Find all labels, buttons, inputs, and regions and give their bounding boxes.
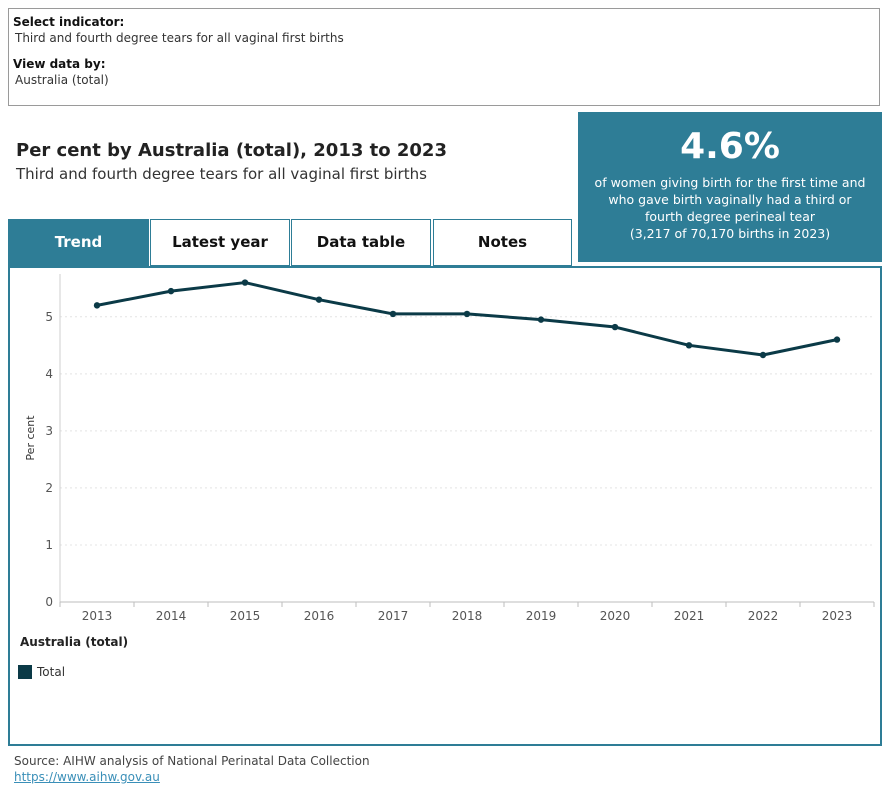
data-point[interactable] bbox=[685, 342, 693, 349]
data-point[interactable] bbox=[611, 323, 619, 331]
y-tick-label: 4 bbox=[45, 367, 53, 381]
series-line-total bbox=[96, 281, 838, 357]
x-tick-label: 2016 bbox=[304, 609, 335, 623]
tab-trend[interactable]: Trend bbox=[8, 219, 149, 266]
x-tick-label: 2021 bbox=[674, 609, 705, 623]
x-tick-label: 2017 bbox=[378, 609, 409, 623]
page-title: Per cent by Australia (total), 2013 to 2… bbox=[16, 140, 447, 161]
legend-item-total[interactable]: Total bbox=[18, 665, 65, 679]
axes: 0 1 2 3 4 5 2013 2014 2015 2016 2017 2018 2019 2020 20… bbox=[45, 274, 875, 623]
data-point[interactable] bbox=[463, 310, 471, 318]
data-point[interactable] bbox=[241, 279, 249, 286]
data-point[interactable] bbox=[315, 296, 323, 303]
kpi-value: 4.6% bbox=[680, 126, 780, 167]
x-tick-label: 2013 bbox=[82, 609, 113, 623]
data-point[interactable] bbox=[537, 316, 545, 323]
y-tick-label: 1 bbox=[45, 538, 53, 552]
x-tick-label: 2022 bbox=[748, 609, 779, 623]
source-note: Source: AIHW analysis of National Perina… bbox=[14, 754, 370, 768]
legend-label: Total bbox=[37, 665, 66, 679]
series-layer bbox=[93, 279, 841, 359]
page-subtitle: Third and fourth degree tears for all va… bbox=[16, 165, 427, 183]
x-tick-label: 2018 bbox=[452, 609, 483, 623]
data-point[interactable] bbox=[167, 287, 175, 295]
kpi-note: (3,217 of 70,170 births in 2023) bbox=[629, 226, 831, 241]
tab-data-table[interactable]: Data table bbox=[291, 219, 431, 266]
chart-panel: 0 1 2 3 4 5 2013 2014 2015 2016 2017 2018 2019 2020 20… bbox=[8, 266, 882, 746]
legend-title: Australia (total) bbox=[20, 635, 129, 649]
x-tick-label: 2015 bbox=[230, 609, 261, 623]
data-point[interactable] bbox=[389, 310, 397, 318]
x-tick-label: 2014 bbox=[156, 609, 187, 623]
source-link[interactable]: https://www.aihw.gov.au bbox=[14, 770, 160, 784]
filter-panel: Select indicator: Third and fourth degre… bbox=[8, 8, 880, 106]
data-point[interactable] bbox=[93, 302, 101, 309]
kpi-description: of women giving birth for the first time… bbox=[594, 175, 866, 224]
kpi-card: 4.6% of women giving birth for the first… bbox=[578, 112, 882, 262]
legend-swatch bbox=[18, 665, 32, 679]
x-tick-label: 2023 bbox=[822, 609, 853, 623]
gridlines bbox=[60, 316, 874, 546]
trend-line-chart: 0 1 2 3 4 5 2013 2014 2015 2016 2017 2018 2019 2020 20… bbox=[24, 274, 875, 623]
tab-latest-year[interactable]: Latest year bbox=[150, 219, 290, 266]
data-point[interactable] bbox=[759, 351, 767, 359]
x-tick-label: 2020 bbox=[600, 609, 631, 623]
indicator-select[interactable]: Third and fourth degree tears for all va… bbox=[15, 31, 344, 45]
y-axis-label: Per cent bbox=[24, 415, 37, 461]
y-tick-label: 2 bbox=[45, 481, 53, 495]
y-tick-label: 5 bbox=[45, 310, 53, 324]
tab-notes[interactable]: Notes bbox=[433, 219, 572, 266]
y-tick-label: 3 bbox=[45, 424, 53, 438]
x-tick-label: 2019 bbox=[526, 609, 557, 623]
y-tick-label: 0 bbox=[45, 595, 53, 609]
view-by-label: View data by: bbox=[13, 57, 106, 71]
view-by-select[interactable]: Australia (total) bbox=[15, 73, 109, 87]
indicator-label: Select indicator: bbox=[13, 15, 125, 29]
data-point[interactable] bbox=[833, 336, 841, 343]
